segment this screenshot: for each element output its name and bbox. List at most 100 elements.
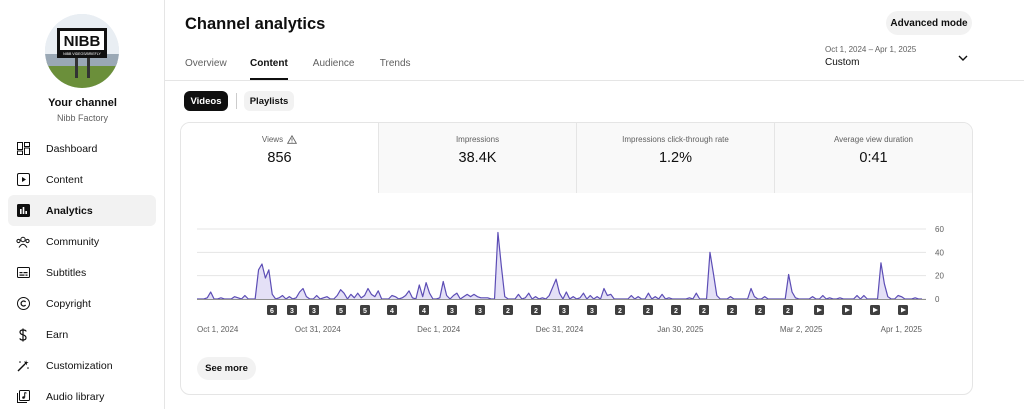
tab-trends[interactable]: Trends [379,58,411,69]
marker-count: 2 [758,308,762,315]
metric-value: 1.2% [658,150,693,166]
video-publish-marker[interactable] [898,305,908,315]
marker-box [615,305,625,315]
marker-box [387,305,397,315]
sidebar-item-analytics[interactable]: Analytics [8,195,156,226]
video-publish-marker[interactable] [814,305,824,315]
metrics-card: Views 856 Impressions 38.4K Impressions … [180,122,973,395]
marker-count: 3 [478,308,482,315]
analytics-tabs: Overview Content Audience Trends [185,58,411,80]
video-count-marker[interactable]: 4 [419,305,429,315]
marker-box [419,305,429,315]
sidebar-item-subtitles[interactable]: Subtitles [8,257,156,288]
video-count-marker[interactable]: 3 [287,305,297,315]
metric-value: 856 [267,150,292,166]
marker-box [727,305,737,315]
metric-impressions[interactable]: Impressions 38.4K [378,123,576,193]
sidebar-item-earn[interactable]: Earn [8,319,156,350]
video-count-marker[interactable]: 2 [783,305,793,315]
advanced-mode-button[interactable]: Advanced mode [886,11,972,35]
marker-box [475,305,485,315]
video-count-marker[interactable]: 2 [531,305,541,315]
community-icon [16,235,30,249]
video-count-marker[interactable]: 2 [643,305,653,315]
video-count-marker[interactable]: 5 [336,305,346,315]
tab-content[interactable]: Content [250,58,288,80]
dashboard-icon [16,142,30,156]
channel-logo-image: NIBB NIBB VIDEOS/BRIEFLY [45,14,119,88]
metric-value: 38.4K [458,150,497,166]
sidebar-item-content[interactable]: Content [8,164,156,195]
video-count-marker[interactable]: 2 [755,305,765,315]
views-chart[interactable]: 0 20 40 60 6 3 3 5 5 4 4 3 3 2 2 3 3 2 2 2 2 2 2 2 Oct 1, 2024 Oc… [181,193,973,353]
metric-label: Views [261,135,284,144]
metric-views[interactable]: Views 856 [181,123,378,193]
marker-box [287,305,297,315]
play-icon [873,307,878,313]
marker-count: 3 [562,308,566,315]
video-publish-marker[interactable] [842,305,852,315]
marker-count: 6 [270,308,274,315]
sidebar-item-label: Community [46,235,100,248]
sidebar-item-label: Audio library [46,390,105,403]
play-icon [845,307,850,313]
marker-box [360,305,370,315]
marker-count: 3 [450,308,454,315]
video-count-marker[interactable]: 6 [267,305,277,315]
marker-count: 5 [339,308,343,315]
sidebar-item-audio-library[interactable]: Audio library [8,381,156,409]
marker-box [267,305,277,315]
play-icon [817,307,822,313]
sidebar-item-label: Subtitles [46,266,87,279]
video-count-marker[interactable]: 5 [360,305,370,315]
marker-box [447,305,457,315]
video-count-marker[interactable]: 3 [559,305,569,315]
marker-box [671,305,681,315]
video-count-marker[interactable]: 3 [475,305,485,315]
video-count-marker[interactable]: 2 [615,305,625,315]
sidebar-item-label: Dashboard [46,142,98,155]
playlists-chip[interactable]: Playlists [244,91,294,111]
sidebar-item-label: Content [46,173,83,186]
sidebar-item-community[interactable]: Community [8,226,156,257]
tab-audience[interactable]: Audience [312,58,355,69]
metric-label: Impressions click-through rate [622,135,729,144]
chevron-down-icon[interactable] [956,52,970,64]
audio-library-icon [16,390,30,404]
tab-overview[interactable]: Overview [185,58,227,69]
y-tick-label: 60 [935,225,944,234]
video-count-marker[interactable]: 2 [727,305,737,315]
sidebar-item-dashboard[interactable]: Dashboard [8,133,156,164]
videos-chip[interactable]: Videos [184,91,228,111]
marker-count: 3 [290,308,294,315]
marker-box [559,305,569,315]
metric-avg-view-duration[interactable]: Average view duration 0:41 [774,123,972,193]
marker-count: 3 [590,308,594,315]
video-count-marker[interactable]: 4 [387,305,397,315]
marker-box [699,305,709,315]
video-count-marker[interactable]: 2 [503,305,513,315]
date-range-text: Oct 1, 2024 – Apr 1, 2025 [825,45,917,54]
chip-divider [236,93,237,109]
video-publish-marker[interactable] [870,305,880,315]
marker-count: 5 [363,308,367,315]
sidebar-item-label: Earn [46,328,69,341]
video-count-marker[interactable]: 2 [671,305,681,315]
video-count-marker[interactable]: 2 [699,305,709,315]
x-tick-label: Apr 1, 2025 [881,325,923,334]
marker-box [309,305,319,315]
warning-icon[interactable] [287,135,298,144]
x-tick-label: Oct 1, 2024 [197,325,239,334]
sidebar-item-customization[interactable]: Customization [8,350,156,381]
metric-ctr[interactable]: Impressions click-through rate 1.2% [576,123,774,193]
video-count-marker[interactable]: 3 [309,305,319,315]
date-range-picker[interactable]: Oct 1, 2024 – Apr 1, 2025 Custom [825,45,916,68]
sidebar-item-copyright[interactable]: Copyright [8,288,156,319]
video-count-marker[interactable]: 3 [587,305,597,315]
y-tick-label: 40 [935,248,944,257]
metric-tabs: Views 856 Impressions 38.4K Impressions … [181,123,972,193]
play-icon [901,307,906,313]
video-count-marker[interactable]: 3 [447,305,457,315]
see-more-button[interactable]: See more [197,357,256,380]
channel-avatar[interactable]: NIBB NIBB VIDEOS/BRIEFLY [45,14,119,88]
